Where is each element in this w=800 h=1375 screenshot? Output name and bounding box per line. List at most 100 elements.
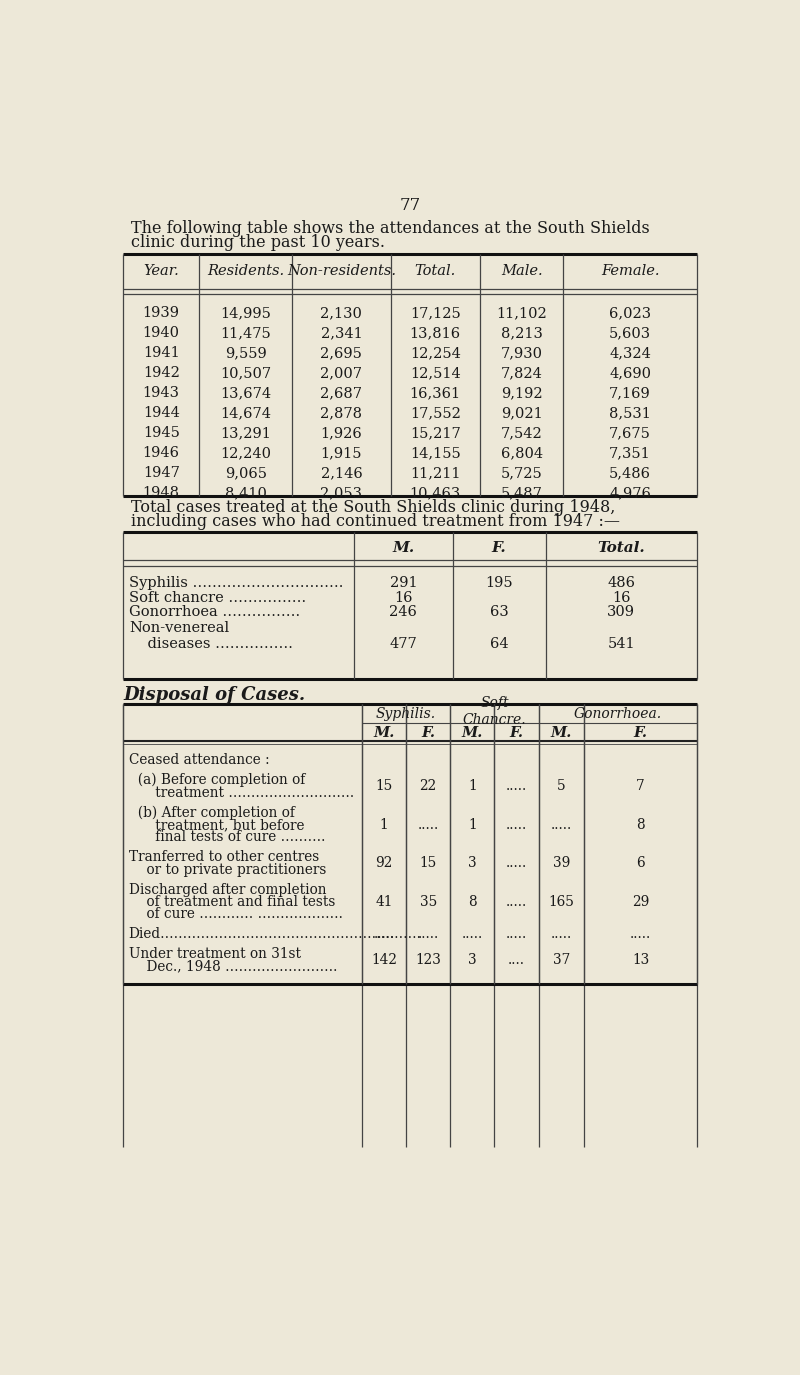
Text: Soft chancre …………….: Soft chancre …………….	[130, 591, 306, 605]
Text: 8,410: 8,410	[225, 485, 266, 500]
Text: .....: .....	[418, 927, 439, 942]
Text: 8: 8	[468, 895, 477, 909]
Text: 15: 15	[375, 780, 393, 793]
Text: 1939: 1939	[142, 305, 180, 320]
Text: Gonorrhoea.: Gonorrhoea.	[574, 707, 662, 720]
Text: (b) After completion of: (b) After completion of	[129, 806, 294, 820]
Text: 1: 1	[468, 780, 477, 793]
Text: clinic during the past 10 years.: clinic during the past 10 years.	[131, 234, 385, 250]
Text: 64: 64	[490, 637, 509, 650]
Text: treatment ……………………….: treatment ……………………….	[129, 785, 354, 799]
Text: 92: 92	[375, 857, 393, 870]
Text: 1947: 1947	[142, 466, 180, 480]
Text: 3: 3	[468, 857, 477, 870]
Text: 14,674: 14,674	[220, 406, 271, 419]
Text: 7: 7	[636, 780, 645, 793]
Text: of cure ………… ……………….: of cure ………… ……………….	[129, 908, 342, 921]
Text: 2,878: 2,878	[321, 406, 362, 419]
Text: 5: 5	[558, 780, 566, 793]
Text: 165: 165	[549, 895, 574, 909]
Text: 7,542: 7,542	[501, 426, 542, 440]
Text: Dec., 1948 …………………….: Dec., 1948 …………………….	[129, 960, 337, 973]
Text: 1942: 1942	[142, 366, 180, 380]
Text: (a) Before completion of: (a) Before completion of	[129, 773, 305, 788]
Text: including cases who had continued treatment from 1947 :—: including cases who had continued treatm…	[131, 513, 620, 529]
Text: 77: 77	[399, 197, 421, 213]
Text: 13,291: 13,291	[220, 426, 271, 440]
Text: 1945: 1945	[142, 426, 180, 440]
Text: Year.: Year.	[143, 264, 179, 278]
Text: 2,687: 2,687	[321, 386, 362, 400]
Text: .....: .....	[506, 927, 527, 942]
Text: 12,240: 12,240	[220, 446, 271, 461]
Text: 14,995: 14,995	[220, 305, 271, 320]
Text: Male.: Male.	[501, 264, 542, 278]
Text: 4,690: 4,690	[609, 366, 651, 380]
Text: Ceased attendance :: Ceased attendance :	[129, 754, 270, 767]
Text: 15: 15	[419, 857, 437, 870]
Text: Gonorrhoea …………….: Gonorrhoea …………….	[130, 605, 301, 619]
Text: Total.: Total.	[414, 264, 456, 278]
Text: 13,674: 13,674	[220, 386, 271, 400]
Text: 5,487: 5,487	[501, 485, 542, 500]
Text: 1,915: 1,915	[321, 446, 362, 461]
Text: 11,102: 11,102	[496, 305, 547, 320]
Text: 541: 541	[607, 637, 635, 650]
Text: Non-venereal: Non-venereal	[130, 620, 230, 635]
Text: F.: F.	[634, 726, 647, 740]
Text: .....: .....	[462, 927, 483, 942]
Text: M.: M.	[392, 540, 414, 554]
Text: M.: M.	[462, 726, 483, 740]
Text: .....: .....	[418, 818, 439, 832]
Text: 291: 291	[390, 576, 418, 590]
Text: 246: 246	[390, 605, 418, 619]
Text: 29: 29	[632, 895, 650, 909]
Text: final tests of cure ……….: final tests of cure ……….	[129, 830, 325, 844]
Text: 13: 13	[632, 953, 649, 968]
Text: The following table shows the attendances at the South Shields: The following table shows the attendance…	[131, 220, 650, 236]
Text: 17,125: 17,125	[410, 305, 461, 320]
Text: 16: 16	[612, 591, 630, 605]
Text: 14,155: 14,155	[410, 446, 461, 461]
Text: Died………………………………………………….: Died………………………………………………….	[129, 927, 422, 942]
Text: 4,324: 4,324	[609, 346, 651, 360]
Text: 13,816: 13,816	[410, 326, 461, 340]
Text: 7,169: 7,169	[610, 386, 651, 400]
Text: 7,351: 7,351	[610, 446, 651, 461]
Text: 1941: 1941	[143, 346, 179, 360]
Text: .....: .....	[374, 927, 394, 942]
Text: 1948: 1948	[142, 485, 180, 500]
Text: 6,023: 6,023	[609, 305, 651, 320]
Text: 195: 195	[486, 576, 513, 590]
Text: Disposal of Cases.: Disposal of Cases.	[123, 686, 306, 704]
Text: 39: 39	[553, 857, 570, 870]
Text: 8,531: 8,531	[609, 406, 651, 419]
Text: 309: 309	[607, 605, 635, 619]
Text: Syphilis ………………………….: Syphilis ………………………….	[130, 576, 344, 590]
Text: 8,213: 8,213	[501, 326, 542, 340]
Text: Soft
Chancre.: Soft Chancre.	[462, 696, 526, 727]
Text: 7,824: 7,824	[501, 366, 542, 380]
Text: Under treatment on 31st: Under treatment on 31st	[129, 947, 301, 961]
Text: 41: 41	[375, 895, 393, 909]
Text: Total cases treated at the South Shields clinic during 1948,: Total cases treated at the South Shields…	[131, 499, 615, 516]
Text: 5,486: 5,486	[609, 466, 651, 480]
Text: .....: .....	[506, 780, 527, 793]
Text: 12,254: 12,254	[410, 346, 461, 360]
Text: diseases …………….: diseases …………….	[130, 637, 294, 650]
Text: of treatment and final tests: of treatment and final tests	[129, 895, 335, 909]
Text: Syphilis.: Syphilis.	[376, 707, 436, 720]
Text: Tranferred to other centres: Tranferred to other centres	[129, 850, 319, 865]
Text: 1940: 1940	[142, 326, 180, 340]
Text: 7,675: 7,675	[609, 426, 651, 440]
Text: .....: .....	[630, 927, 651, 942]
Text: 1,926: 1,926	[321, 426, 362, 440]
Text: Residents.: Residents.	[207, 264, 284, 278]
Text: Total.: Total.	[598, 540, 645, 554]
Text: 123: 123	[415, 953, 441, 968]
Text: F.: F.	[422, 726, 435, 740]
Text: ....: ....	[508, 953, 525, 968]
Text: 2,053: 2,053	[321, 485, 362, 500]
Text: .....: .....	[551, 927, 572, 942]
Text: 9,192: 9,192	[501, 386, 542, 400]
